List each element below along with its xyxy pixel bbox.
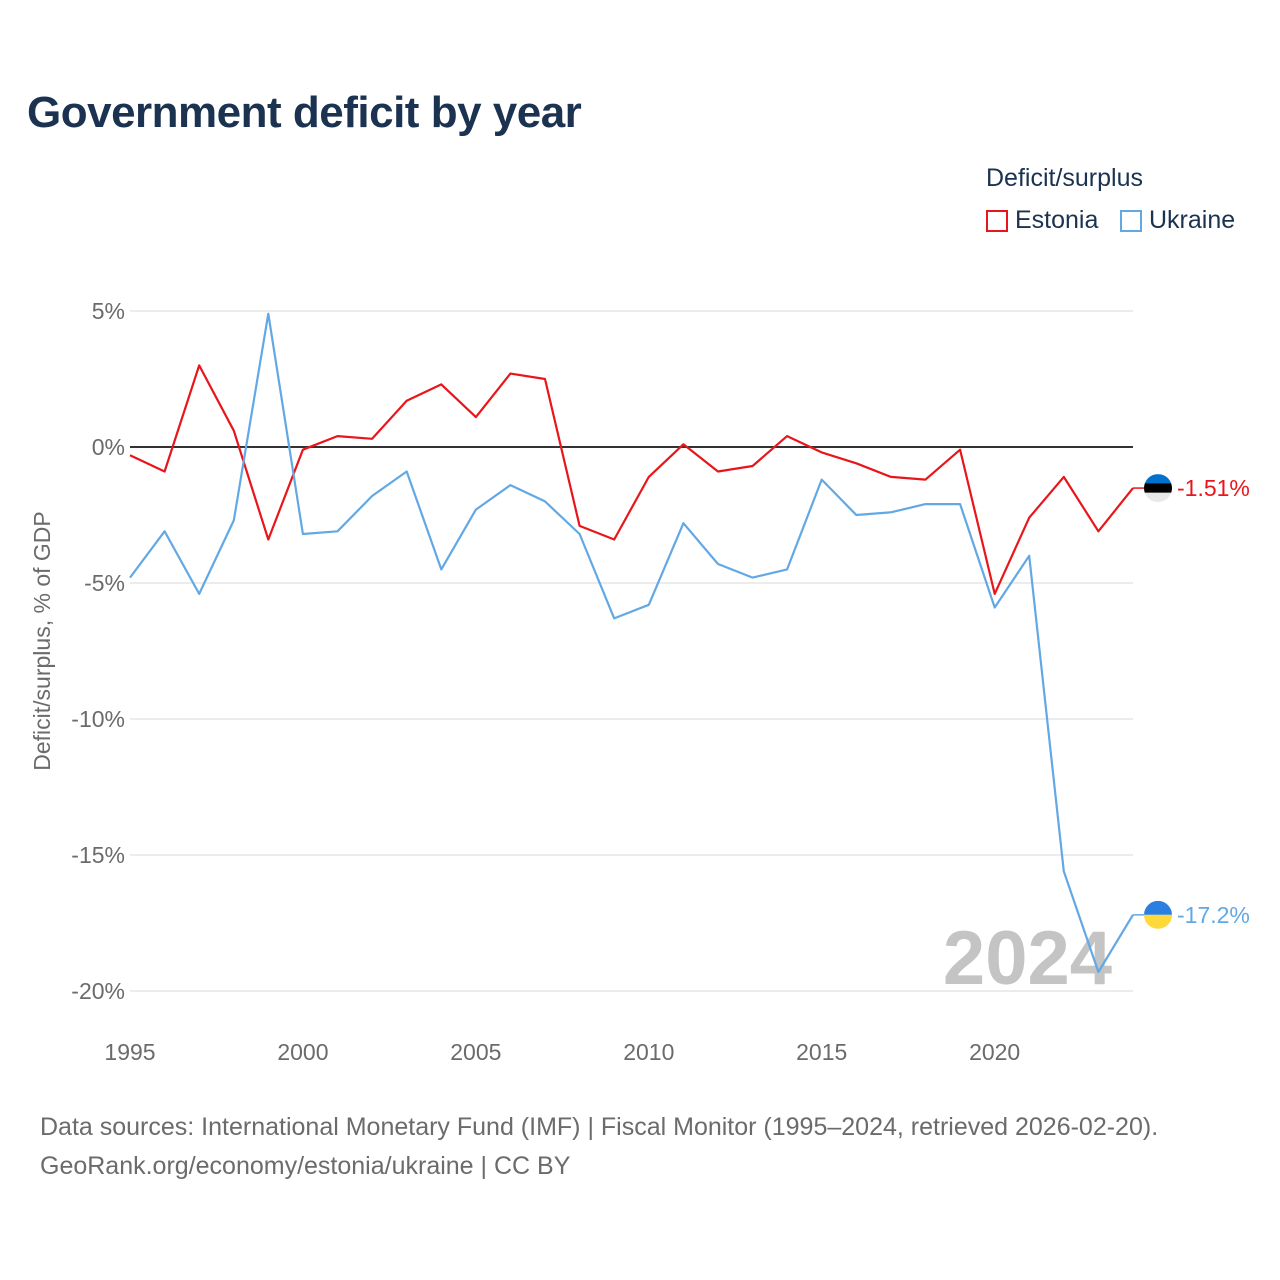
y-tick-label: -10% [71,706,125,732]
chart-title: Government deficit by year [27,88,582,137]
x-tick-label: 2015 [796,1039,847,1065]
estonia-flag-icon [1144,474,1172,503]
x-tick-label: 2010 [623,1039,674,1065]
gridlines [130,310,1133,992]
x-tick-label: 1995 [104,1039,155,1065]
legend-item-estonia[interactable]: Estonia [986,206,1098,235]
legend-title: Deficit/surplus [986,164,1143,192]
series-line-ukraine[interactable] [129,312,1134,974]
x-tick-label: 2005 [450,1039,501,1065]
ukraine-flag-icon [1144,900,1172,929]
end-markers: -1.51% -17.2% [1133,474,1250,929]
line-chart: 5% 0% -5% -10% -15% -20% 1995 2000 2005 2010 2015… [29,298,1250,1065]
series-line-estonia[interactable] [129,364,1134,596]
y-tick-label: 0% [92,434,125,460]
legend-label-ukraine: Ukraine [1149,206,1236,234]
x-tick-label: 2000 [277,1039,328,1065]
y-axis-label: Deficit/surplus, % of GDP [29,511,55,770]
end-value-label-ukraine: -17.2% [1177,902,1250,928]
y-tick-label: -5% [84,570,125,596]
x-tick-label: 2020 [969,1039,1020,1065]
source-note: Data sources: International Monetary Fun… [40,1108,1158,1186]
source-line-2[interactable]: GeoRank.org/economy/estonia/ukraine | CC… [40,1152,571,1180]
y-axis-ticks: 5% 0% -5% -10% -15% -20% [71,298,125,1004]
legend-label-estonia: Estonia [1015,206,1099,234]
legend-swatch-ukraine [1120,209,1142,232]
y-tick-label: -15% [71,842,125,868]
legend-item-ukraine[interactable]: Ukraine [1120,206,1235,235]
legend-swatch-estonia [986,209,1008,232]
y-tick-label: 5% [92,298,125,324]
series-lines [129,312,1134,974]
x-axis-ticks: 1995 2000 2005 2010 2015 2020 [104,1039,1020,1065]
year-watermark: 2024 [943,916,1112,1001]
y-tick-label: -20% [71,978,125,1004]
source-line-1: Data sources: International Monetary Fun… [40,1113,1159,1141]
end-value-label-estonia: -1.51% [1177,475,1250,501]
